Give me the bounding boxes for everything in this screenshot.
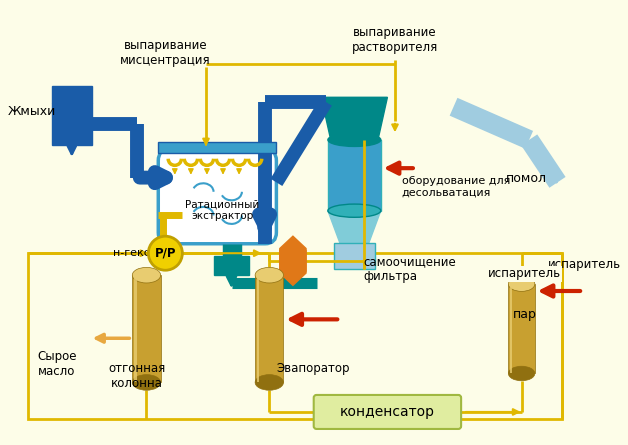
Text: испаритель: испаритель: [488, 263, 561, 275]
Polygon shape: [322, 97, 387, 140]
Text: помол: помол: [506, 172, 546, 185]
Bar: [257, 275, 259, 382]
Text: Эвапоратор: Эвапоратор: [277, 362, 350, 375]
Text: испаритель: испаритель: [548, 258, 621, 271]
Ellipse shape: [133, 267, 161, 283]
Ellipse shape: [328, 204, 381, 217]
Text: Сырое
масло: Сырое масло: [38, 350, 77, 378]
Text: выпаривание
растворителя: выпаривание растворителя: [352, 26, 438, 54]
Text: пар: пар: [512, 308, 536, 321]
Circle shape: [148, 236, 182, 270]
Bar: [215, 256, 249, 275]
Bar: [510, 284, 512, 373]
Polygon shape: [280, 236, 306, 285]
Bar: [333, 243, 375, 269]
Bar: [133, 275, 161, 382]
Text: отгонная
колонна: отгонная колонна: [109, 362, 166, 390]
Bar: [328, 140, 381, 210]
Bar: [158, 142, 276, 153]
Text: Жмыхи: Жмыхи: [8, 105, 56, 118]
Text: выпаривание
мисцентрация: выпаривание мисцентрация: [120, 39, 210, 67]
FancyBboxPatch shape: [158, 149, 276, 244]
Ellipse shape: [508, 277, 535, 291]
Text: оборудование для
десольватация: оборудование для десольватация: [401, 176, 510, 198]
Polygon shape: [328, 210, 381, 244]
Bar: [508, 284, 535, 373]
FancyBboxPatch shape: [314, 395, 461, 429]
Ellipse shape: [255, 267, 283, 283]
Bar: [52, 103, 92, 146]
Polygon shape: [280, 240, 306, 282]
Bar: [255, 275, 283, 382]
Text: н-гексан: н-гексан: [114, 248, 165, 258]
Text: Ратационный
экстрактор: Ратационный экстрактор: [185, 200, 259, 222]
Text: конденсатор: конденсатор: [340, 405, 435, 419]
Ellipse shape: [133, 375, 161, 390]
Text: испаритель: испаритель: [488, 267, 561, 280]
Ellipse shape: [328, 133, 381, 146]
Text: P/P: P/P: [154, 247, 176, 260]
Bar: [134, 275, 136, 382]
Bar: [52, 86, 92, 103]
Ellipse shape: [508, 366, 535, 381]
Text: самоочищение
фильтра: самоочищение фильтра: [364, 255, 457, 283]
Bar: [28, 253, 562, 419]
Ellipse shape: [255, 375, 283, 390]
